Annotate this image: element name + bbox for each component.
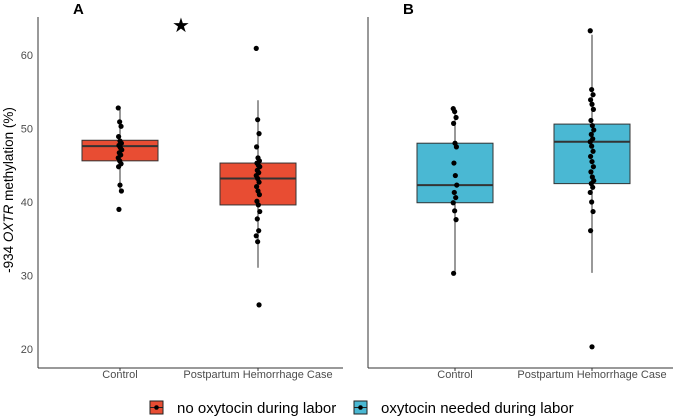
y-axis-label-suffix: methylation (%) <box>1 107 16 205</box>
data-point <box>116 133 122 140</box>
data-point <box>587 28 593 34</box>
data-point <box>118 188 124 194</box>
data-point <box>117 182 123 188</box>
data-point <box>255 202 261 208</box>
y-axis-label: -934 OXTR methylation (%) <box>1 107 16 273</box>
data-point <box>590 92 596 98</box>
data-point <box>117 119 123 125</box>
data-point <box>116 206 122 212</box>
x-tick-label: Control <box>102 369 137 381</box>
y-tick-label: 60 <box>21 50 33 62</box>
x-tick-label: Postpartum Hemorrhage Case <box>183 369 332 381</box>
data-point <box>589 199 595 205</box>
data-point <box>590 184 596 190</box>
data-point <box>588 97 594 103</box>
y-axis: 20 30 40 50 60 <box>21 50 33 356</box>
data-point <box>590 164 597 170</box>
data-point <box>257 164 263 170</box>
data-point <box>452 208 458 214</box>
data-point <box>589 158 595 165</box>
y-tick-label: 30 <box>21 271 33 283</box>
panel-label: A <box>73 1 84 18</box>
x-tick-label: Control <box>437 369 472 381</box>
data-point <box>588 228 594 234</box>
legend-label-no-oxytocin: no oxytocin during labor <box>177 400 336 417</box>
data-point <box>590 106 597 112</box>
data-point <box>255 239 261 245</box>
legend-key-no-oxytocin <box>149 400 164 415</box>
data-point <box>587 139 593 145</box>
y-tick-label: 20 <box>21 344 33 356</box>
significance-star: ★ <box>172 13 190 37</box>
data-point <box>254 183 260 190</box>
legend: no oxytocin during labor oxytocin needed… <box>149 400 574 417</box>
data-point <box>450 200 456 206</box>
data-point <box>589 122 595 129</box>
data-point <box>453 114 459 121</box>
data-point <box>118 123 124 129</box>
y-axis-label-gene: OXTR <box>1 204 16 242</box>
y-tick-label: 50 <box>21 124 33 136</box>
data-point <box>256 131 262 137</box>
data-point <box>589 143 595 149</box>
data-point <box>588 153 594 160</box>
data-point <box>255 117 261 123</box>
panel-b: B Control Postpartum Hemorrhage Case <box>367 1 673 381</box>
data-point <box>257 208 263 215</box>
data-point <box>587 189 593 196</box>
data-point <box>452 172 458 179</box>
data-point <box>590 208 596 215</box>
panel-a: A Control Postpartum Hemorrhage Case <box>37 1 343 381</box>
data-point <box>588 131 594 137</box>
y-tick-label: 40 <box>21 197 33 209</box>
data-point <box>256 302 262 308</box>
x-tick-label: Postpartum Hemorrhage Case <box>517 369 666 381</box>
data-point <box>588 117 594 124</box>
data-point <box>451 270 457 276</box>
data-point <box>451 120 457 126</box>
data-point <box>256 179 262 185</box>
data-point <box>452 108 458 115</box>
data-point <box>253 233 259 239</box>
data-point <box>254 216 260 222</box>
data-point <box>453 144 459 150</box>
data-point <box>590 148 596 154</box>
data-point <box>591 127 597 133</box>
data-point <box>451 189 457 196</box>
data-point <box>451 160 457 166</box>
data-point <box>116 164 122 170</box>
legend-label-oxytocin-needed: oxytocin needed during labor <box>381 400 574 417</box>
data-point <box>589 101 595 107</box>
data-point <box>453 194 459 201</box>
data-point <box>588 169 594 175</box>
legend-key-oxytocin-needed <box>353 400 368 415</box>
y-axis-label-prefix: -934 <box>1 242 16 273</box>
data-point <box>589 344 595 350</box>
data-point <box>589 86 595 93</box>
data-point <box>454 182 460 188</box>
data-point <box>256 228 262 234</box>
data-point <box>453 217 459 223</box>
data-point <box>115 105 121 111</box>
data-point <box>253 45 259 51</box>
panel-label: B <box>403 1 414 18</box>
data-point <box>254 144 260 150</box>
data-point <box>256 192 262 198</box>
